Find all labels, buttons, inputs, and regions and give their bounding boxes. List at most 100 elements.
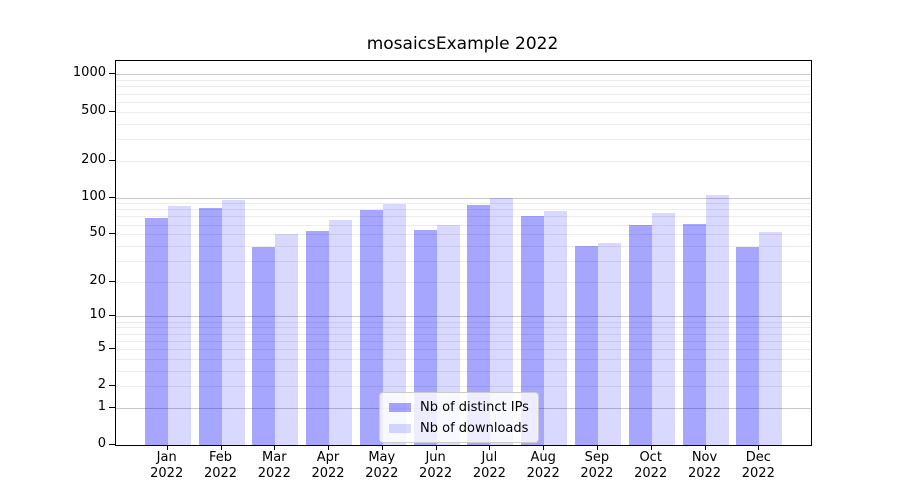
x-tick-mark-jan <box>166 445 168 450</box>
y-tick-mark-5 <box>109 347 115 349</box>
gridline-1000 <box>116 74 811 76</box>
gridline-60 <box>116 224 811 226</box>
gridline-800 <box>116 86 811 88</box>
legend-item-downloads: Nb of downloads <box>389 419 529 437</box>
legend-label-distinct-ips: Nb of distinct IPs <box>420 399 529 415</box>
x-tick-mark-mar <box>274 445 276 450</box>
gridline-7 <box>116 333 811 335</box>
y-tick-label-5: 5 <box>97 339 106 355</box>
gridline-50 <box>116 234 811 236</box>
bar-ips-sep <box>574 245 598 445</box>
gridline-30 <box>116 260 811 262</box>
gridline-90 <box>116 203 811 205</box>
gridline-500 <box>116 111 811 113</box>
x-tick-label-dec: Dec 2022 <box>741 450 775 481</box>
x-tick-mark-jul <box>489 445 491 450</box>
bar-ips-apr <box>306 231 329 445</box>
x-tick-label-may: May 2022 <box>365 450 399 481</box>
y-tick-label-20: 20 <box>89 272 106 288</box>
gridline-9 <box>116 321 811 323</box>
y-tick-label-50: 50 <box>89 225 106 241</box>
bar-downloads-jun <box>436 224 460 445</box>
gridline-10 <box>116 316 811 318</box>
gridline-20 <box>116 281 811 283</box>
gridline-5 <box>116 348 811 350</box>
gridline-200 <box>116 160 811 162</box>
x-tick-mark-nov <box>704 445 706 450</box>
bar-ips-feb <box>198 208 222 445</box>
bar-ips-may <box>359 210 383 445</box>
y-tick-label-1: 1 <box>97 398 106 414</box>
x-tick-mark-dec <box>758 445 760 450</box>
x-tick-mark-sep <box>596 445 598 450</box>
x-tick-label-jun: Jun 2022 <box>419 450 453 481</box>
x-tick-label-mar: Mar 2022 <box>257 450 291 481</box>
x-tick-label-aug: Aug 2022 <box>526 450 560 481</box>
y-tick-label-100: 100 <box>81 188 106 204</box>
bar-downloads-mar <box>275 234 299 445</box>
bar-downloads-oct <box>651 213 675 445</box>
y-tick-label-2: 2 <box>97 377 106 393</box>
gridline-900 <box>116 80 811 82</box>
bar-ips-jul <box>467 204 491 445</box>
x-tick-mark-feb <box>220 445 222 450</box>
bar-downloads-dec <box>759 232 783 445</box>
bar-ips-aug <box>521 216 545 445</box>
x-tick-label-feb: Feb 2022 <box>203 450 238 481</box>
y-tick-mark-0 <box>109 444 115 445</box>
y-tick-label-500: 500 <box>81 102 106 118</box>
gridline-80 <box>116 209 811 211</box>
bar-downloads-sep <box>597 243 621 445</box>
x-tick-label-jul: Jul 2022 <box>472 450 506 481</box>
bar-ips-nov <box>682 223 706 445</box>
bar-downloads-feb <box>221 200 245 445</box>
y-tick-label-1000: 1000 <box>72 65 106 81</box>
gridline-8 <box>116 327 811 329</box>
x-tick-mark-jun <box>435 445 437 450</box>
plot-area <box>115 60 812 446</box>
y-tick-mark-200 <box>109 159 115 161</box>
y-tick-mark-500 <box>109 110 115 112</box>
x-tick-mark-may <box>381 445 383 450</box>
gridline-2 <box>116 386 811 388</box>
x-tick-mark-apr <box>328 445 329 450</box>
x-tick-mark-aug <box>543 445 545 450</box>
gridline-70 <box>116 216 811 218</box>
gridline-6 <box>116 340 811 342</box>
legend-item-distinct-ips: Nb of distinct IPs <box>389 398 529 416</box>
x-tick-mark-oct <box>650 445 652 450</box>
bar-ips-oct <box>628 224 652 445</box>
bar-downloads-aug <box>544 210 568 445</box>
bar-downloads-may <box>382 203 406 445</box>
y-tick-label-10: 10 <box>89 307 106 323</box>
y-tick-mark-2 <box>109 385 115 387</box>
gridline-4 <box>116 358 811 360</box>
y-tick-label-200: 200 <box>81 151 106 167</box>
chart-title: mosaicsExample 2022 <box>366 34 559 54</box>
gridline-3 <box>116 370 811 372</box>
legend-label-downloads: Nb of downloads <box>420 420 529 436</box>
gridline-40 <box>116 245 811 247</box>
bar-downloads-nov <box>705 195 729 445</box>
bar-ips-mar <box>252 247 276 445</box>
bar-downloads-jul <box>490 197 514 445</box>
bar-downloads-jan <box>167 206 191 445</box>
y-tick-mark-50 <box>109 233 115 235</box>
y-tick-mark-100 <box>109 196 115 198</box>
legend: Nb of distinct IPs Nb of downloads <box>379 392 539 443</box>
gridline-600 <box>116 101 811 103</box>
y-tick-label-0: 0 <box>97 436 106 451</box>
gridline-400 <box>116 123 811 125</box>
bar-ips-jan <box>144 217 168 445</box>
y-tick-mark-1000 <box>109 73 115 75</box>
y-tick-mark-1 <box>109 406 115 408</box>
gridline-700 <box>116 93 811 95</box>
x-tick-label-apr: Apr 2022 <box>311 450 345 481</box>
x-tick-label-jan: Jan 2022 <box>150 450 184 481</box>
bar-ips-dec <box>736 247 760 445</box>
gridline-100 <box>116 197 811 199</box>
gridline-300 <box>116 138 811 140</box>
legend-swatch-downloads <box>389 423 411 433</box>
x-tick-label-oct: Oct 2022 <box>634 450 668 481</box>
